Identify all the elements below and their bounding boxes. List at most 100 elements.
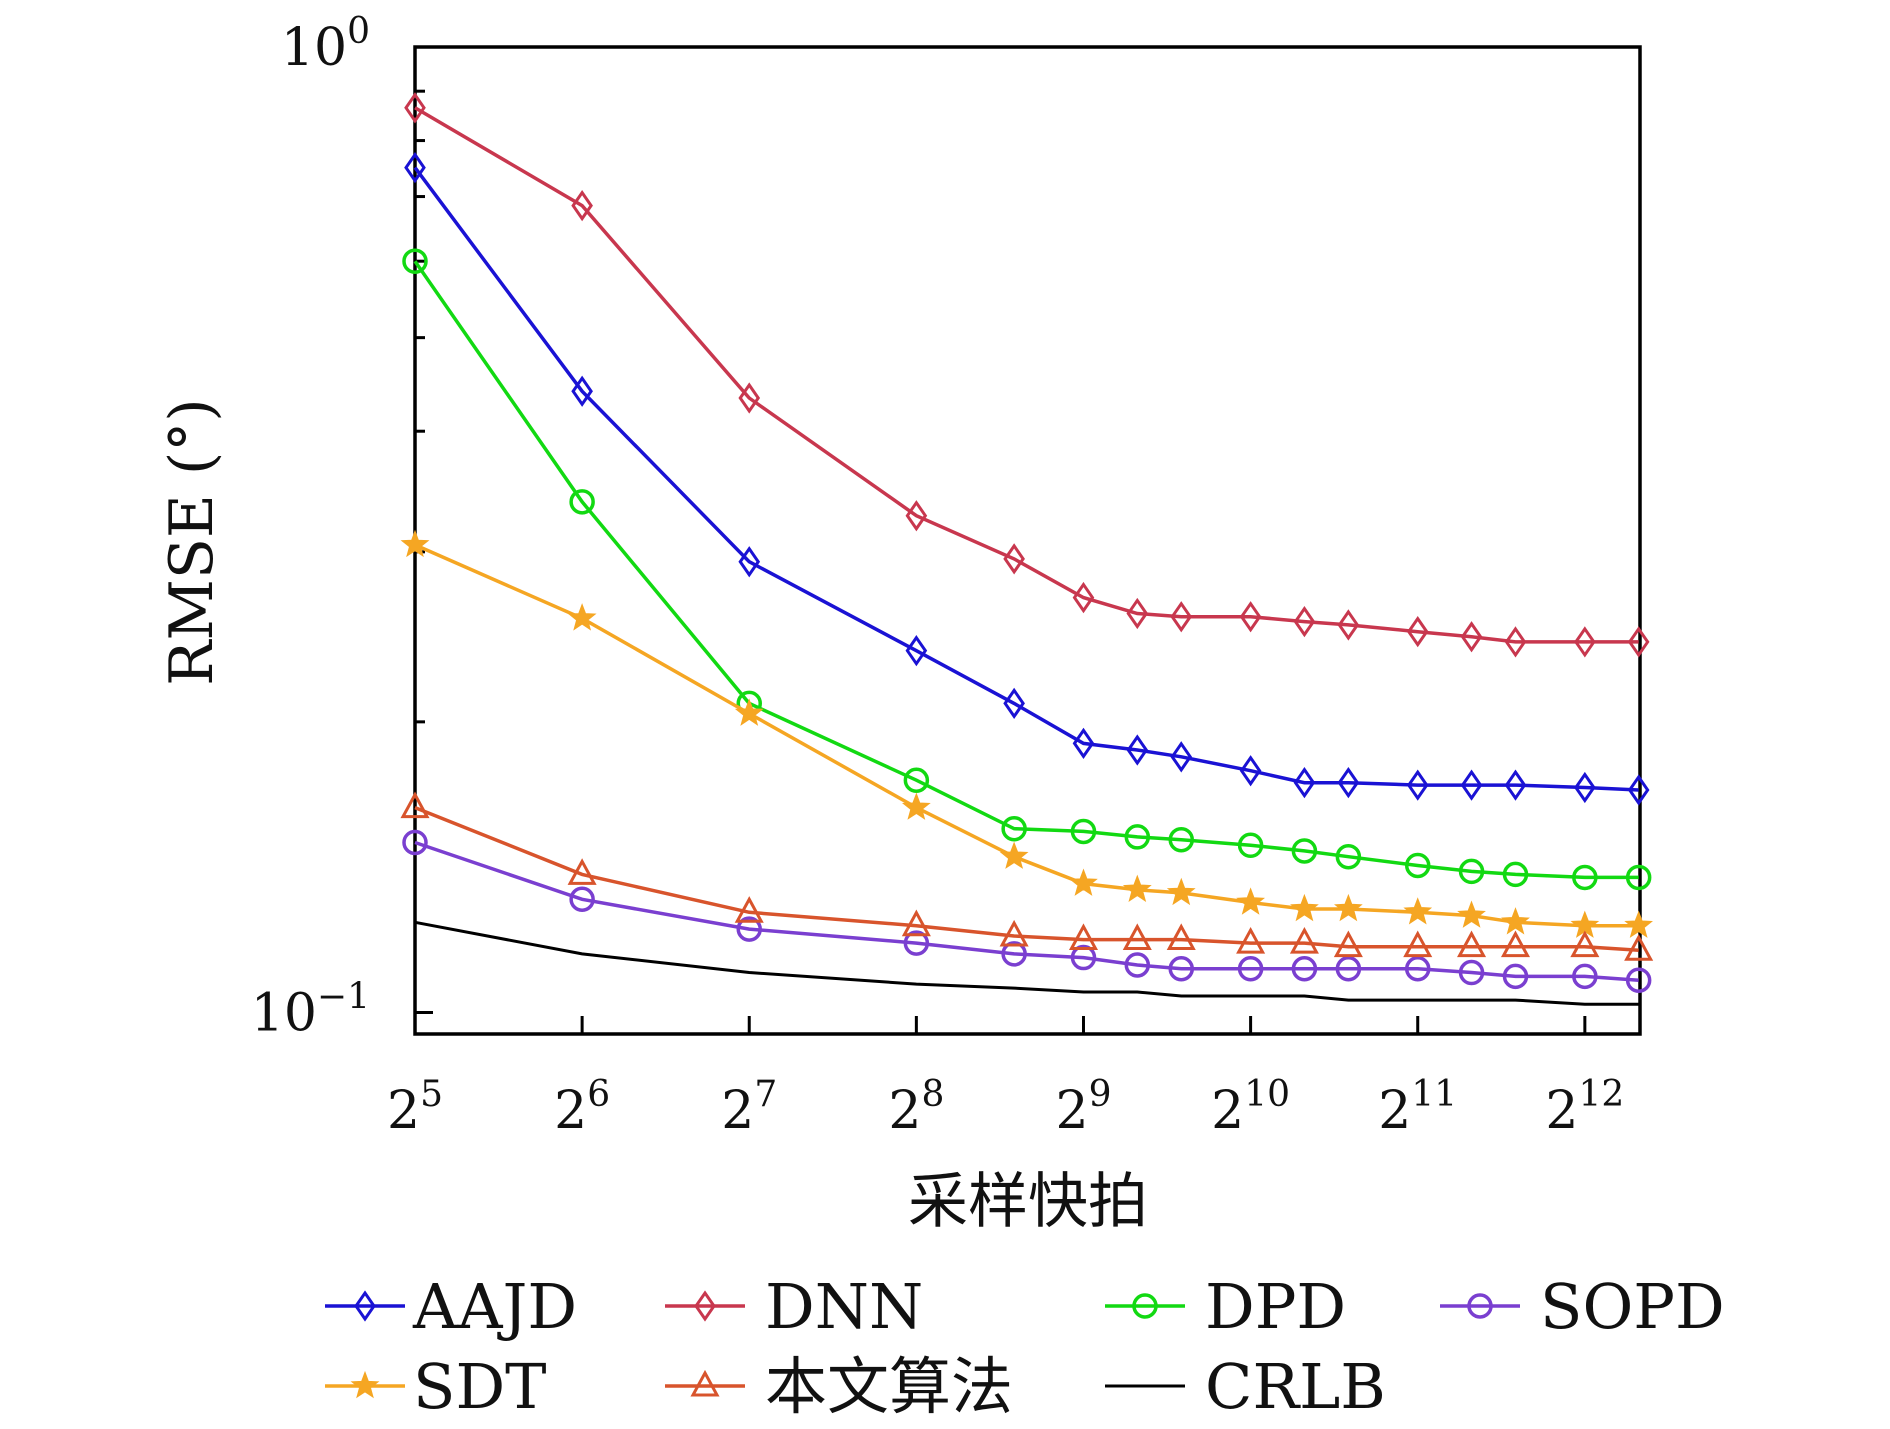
series-layer [400, 92, 1654, 1006]
x-tick-label-base: 2 [1545, 1081, 1578, 1141]
data-point-proposed [1403, 930, 1433, 958]
data-point-dnn [1126, 597, 1149, 630]
data-point-proposed [1122, 923, 1152, 951]
legend-label: DPD [1205, 1270, 1346, 1343]
data-point-sdt [567, 603, 597, 631]
data-point-dpd [1291, 838, 1318, 864]
legend: AAJD DNN DPD SOPD SDT 本文算法 CRLB [325, 1270, 1725, 1423]
legend-label: SOPD [1540, 1270, 1725, 1343]
data-point-sopd [1572, 963, 1598, 990]
data-point-proposed [400, 791, 430, 819]
data-point-sopd [1335, 955, 1362, 982]
x-tick-label-exponent: 7 [754, 1074, 777, 1115]
data-point-dnn [404, 92, 426, 124]
data-point-dpd [903, 767, 930, 793]
data-point-sdt [1457, 900, 1486, 928]
data-point-dpd [1168, 826, 1195, 853]
data-point-dpd [1070, 818, 1097, 845]
legend-swatch-marker [1132, 1293, 1158, 1319]
x-tick-label-exponent: 9 [1089, 1074, 1112, 1115]
plot-frame [413, 45, 1642, 1036]
data-point-aajd [905, 635, 928, 667]
data-point-sopd [1237, 955, 1264, 982]
legend-item-aajd: AAJD [325, 1270, 577, 1343]
data-point-proposed [1624, 934, 1654, 961]
legend-swatch-marker [354, 1290, 376, 1322]
data-point-aajd [738, 546, 761, 578]
data-point-proposed [1289, 926, 1319, 954]
data-point-sopd [1458, 959, 1485, 986]
legend-swatch-marker [1467, 1293, 1493, 1319]
x-tick-label: 29 [1055, 1074, 1111, 1141]
data-point-dnn [905, 500, 928, 532]
data-point-sdt [1069, 868, 1098, 896]
x-tick-label-base: 2 [1055, 1081, 1088, 1141]
data-point-sopd [1291, 955, 1318, 982]
data-point-sopd [1168, 955, 1195, 982]
series-line-dnn [414, 106, 1639, 644]
legend-label: 本文算法 [765, 1350, 1013, 1423]
y-axis-title: RMSE (°) [157, 398, 227, 685]
y-tick-label-base: 10 [281, 18, 347, 78]
series-proposed [400, 791, 1654, 961]
data-point-dnn [1293, 605, 1316, 638]
data-point-dpd [1237, 832, 1264, 859]
legend-item-crlb: CRLB [1105, 1350, 1386, 1423]
data-point-sopd [1124, 952, 1151, 978]
data-point-sdt [1122, 874, 1152, 903]
series-line-proposed [414, 805, 1639, 953]
data-point-aajd [1170, 741, 1193, 773]
data-point-dpd [1572, 864, 1598, 891]
x-tick-label: 27 [721, 1074, 777, 1141]
data-point-sopd [569, 886, 595, 913]
data-point-sdt [1403, 897, 1433, 925]
data-point-dpd [1458, 858, 1485, 885]
x-tick-label-exponent: 6 [587, 1074, 610, 1115]
data-point-proposed [901, 909, 931, 937]
data-point-proposed [734, 896, 764, 923]
y-tick-label-exponent: −1 [317, 976, 370, 1017]
data-point-dnn [1170, 601, 1193, 633]
data-point-sdt [1290, 893, 1319, 922]
data-point-sopd [1001, 941, 1027, 967]
data-point-sdt [400, 529, 430, 558]
data-point-sdt [1236, 887, 1266, 915]
data-point-dpd [1001, 815, 1027, 842]
data-point-sopd [1404, 955, 1431, 982]
data-point-sdt [1501, 907, 1530, 935]
data-point-dnn [738, 382, 761, 414]
data-point-aajd [1406, 769, 1429, 801]
data-point-dnn [1072, 581, 1095, 614]
data-point-dnn [1239, 601, 1262, 633]
data-point-dnn [1460, 621, 1483, 653]
x-tick-label-base: 2 [1378, 1081, 1411, 1141]
data-point-sopd [736, 916, 762, 942]
data-point-sdt [901, 792, 931, 820]
data-point-sopd [1070, 944, 1097, 971]
legend-item-proposed: 本文算法 [665, 1350, 1013, 1423]
data-point-aajd [1574, 771, 1596, 804]
data-point-aajd [1239, 755, 1262, 787]
data-point-proposed [1166, 923, 1196, 951]
x-tick-label: 210 [1211, 1074, 1290, 1141]
data-point-aajd [1460, 769, 1483, 801]
legend-item-dnn: DNN [665, 1270, 923, 1343]
x-tick-label-base: 2 [554, 1081, 587, 1141]
series-sopd [402, 829, 1652, 993]
data-point-proposed [1333, 930, 1363, 958]
y-tick-label-base: 10 [251, 983, 317, 1043]
y-tick-label-exponent: 0 [347, 11, 370, 52]
legend-swatch-marker [350, 1370, 380, 1399]
data-point-dpd [1502, 861, 1529, 888]
data-point-aajd [404, 151, 426, 184]
data-point-proposed [1570, 930, 1600, 958]
data-point-dnn [1504, 626, 1527, 658]
data-point-aajd [1337, 767, 1360, 799]
data-point-dpd [1335, 843, 1362, 870]
x-tick-label-exponent: 8 [921, 1074, 944, 1115]
data-point-aajd [1627, 774, 1650, 806]
series-aajd [404, 151, 1650, 806]
data-point-dnn [1337, 609, 1360, 641]
series-crlb [414, 920, 1639, 1006]
